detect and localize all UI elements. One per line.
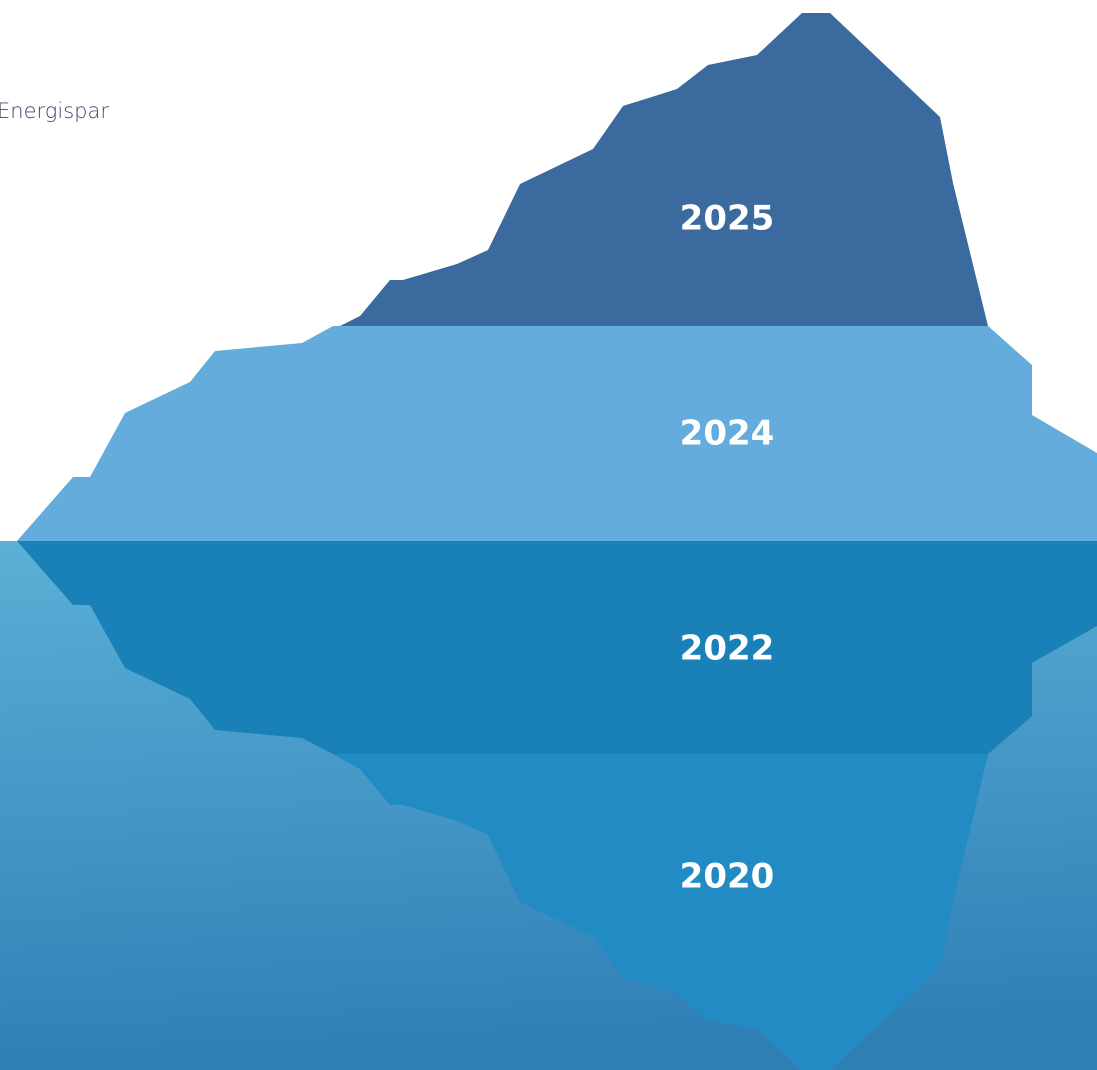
layer-label: 2024 [680, 414, 775, 454]
page: Energispar 2025 2024 2022 2020 (() => { … [0, 0, 1097, 1070]
layer-label: 2020 [680, 857, 775, 897]
layer-label: 2025 [680, 199, 775, 239]
layer-label: 2022 [680, 629, 775, 669]
title: Energispar [0, 99, 109, 123]
layer-2024 [17, 326, 1097, 541]
iceberg-diagram: Energispar 2025 2024 2022 2020 [0, 0, 1097, 1070]
layer-2025 [340, 13, 988, 326]
